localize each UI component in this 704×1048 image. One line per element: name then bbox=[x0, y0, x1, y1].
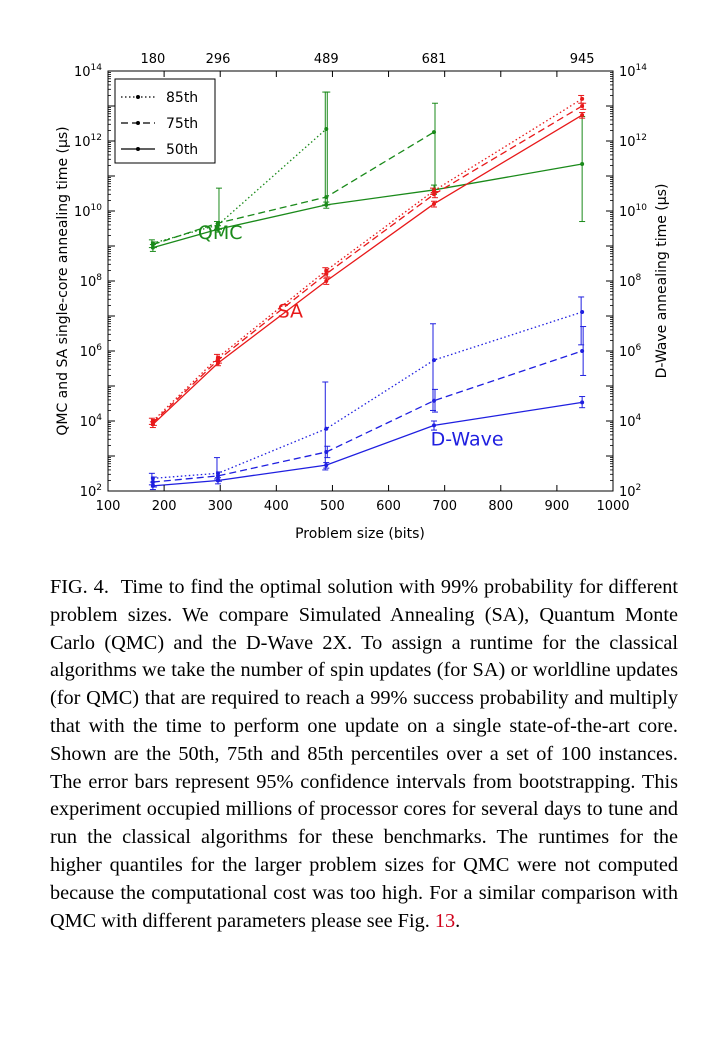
top-tick-label: 681 bbox=[422, 52, 447, 67]
x-tick-label: 600 bbox=[376, 499, 401, 514]
data-point bbox=[580, 104, 585, 108]
series-label-d-wave: D-Wave bbox=[431, 428, 504, 450]
y-tick-label-right: 108 bbox=[619, 273, 642, 290]
data-point bbox=[580, 113, 585, 118]
y-tick-label-left: 1012 bbox=[74, 133, 102, 150]
caption-text: Time to find the optimal solution with 9… bbox=[50, 576, 678, 932]
x-tick-label: 700 bbox=[432, 499, 457, 514]
legend-marker bbox=[136, 121, 140, 125]
legend-label-75th: 75th bbox=[166, 116, 198, 132]
data-point bbox=[215, 361, 220, 366]
series-d-wave-50th bbox=[149, 396, 586, 491]
top-tick-label: 296 bbox=[206, 52, 231, 67]
data-point bbox=[580, 349, 585, 353]
x-tick-label: 300 bbox=[208, 499, 233, 514]
series-line bbox=[152, 98, 583, 422]
legend-label-85th: 85th bbox=[166, 90, 198, 106]
legend-box bbox=[114, 78, 216, 164]
series-line bbox=[152, 105, 583, 424]
series-label-sa: SA bbox=[278, 301, 303, 323]
data-point bbox=[432, 423, 437, 428]
right-y-axis-title: D-Wave annealing time (μs) bbox=[654, 184, 670, 379]
data-point bbox=[432, 358, 437, 363]
data-point bbox=[580, 310, 585, 315]
x-tick-label: 1000 bbox=[596, 499, 629, 514]
series-line bbox=[152, 114, 583, 425]
data-point bbox=[324, 463, 329, 468]
top-tick-label: 180 bbox=[140, 52, 165, 67]
data-point bbox=[580, 400, 585, 405]
x-tick-label: 100 bbox=[96, 499, 121, 514]
figure: 100 200 300 400 500 600 700 800 900 1000 180 296 489… bbox=[55, 52, 670, 542]
data-point bbox=[432, 201, 437, 206]
y-tick-label-left: 102 bbox=[80, 483, 102, 500]
series-d-wave-75th bbox=[150, 326, 587, 488]
data-point bbox=[432, 398, 437, 403]
y-tick-label-right: 1012 bbox=[619, 133, 647, 150]
data-point bbox=[324, 426, 329, 431]
x-tick-label: 200 bbox=[152, 499, 177, 514]
legend: 85th 75th 50th bbox=[114, 78, 216, 164]
y-tick-label-left: 1014 bbox=[74, 63, 102, 80]
y-tick-label-left: 104 bbox=[80, 413, 103, 430]
data-point bbox=[580, 162, 585, 167]
y-tick-label-right: 102 bbox=[619, 483, 641, 500]
y-tick-label-left: 108 bbox=[80, 273, 103, 290]
series-label-qmc: QMC bbox=[198, 222, 243, 244]
series-d-wave-85th bbox=[148, 296, 585, 486]
data-point bbox=[150, 422, 155, 427]
series-line bbox=[152, 128, 327, 244]
data-point bbox=[432, 130, 437, 135]
y-tick-label-left: 1010 bbox=[74, 203, 102, 220]
data-point bbox=[215, 473, 220, 478]
data-point bbox=[580, 96, 585, 101]
series-line bbox=[152, 131, 435, 246]
legend-label-50th: 50th bbox=[166, 142, 198, 158]
data-point bbox=[324, 279, 329, 283]
data-point bbox=[150, 483, 155, 488]
data-point bbox=[324, 202, 329, 207]
data-point bbox=[215, 221, 220, 226]
legend-marker bbox=[136, 95, 140, 99]
series-sa-50th bbox=[149, 112, 586, 429]
top-tick-label: 489 bbox=[314, 52, 339, 67]
y-tick-label-right: 106 bbox=[619, 343, 642, 360]
data-point bbox=[150, 245, 155, 250]
series-line bbox=[152, 311, 583, 479]
x-tick-label: 400 bbox=[264, 499, 289, 514]
data-point bbox=[215, 478, 220, 483]
chart: 100 200 300 400 500 600 700 800 900 1000 180 296 489… bbox=[55, 52, 670, 542]
legend-marker bbox=[136, 147, 140, 151]
data-point bbox=[324, 195, 329, 200]
data-point bbox=[324, 450, 329, 455]
figure-caption: FIG. 4. Time to find the optimal solutio… bbox=[50, 574, 678, 935]
x-axis-title: Problem size (bits) bbox=[295, 526, 425, 542]
top-tick-label: 945 bbox=[570, 52, 595, 67]
caption-end: . bbox=[455, 909, 461, 932]
figure-reference-link[interactable]: 13 bbox=[434, 909, 456, 932]
x-tick-label: 900 bbox=[544, 499, 569, 514]
data-point bbox=[215, 227, 220, 232]
series-qmc-75th bbox=[150, 91, 439, 249]
x-tick-label: 500 bbox=[320, 499, 345, 514]
caption-label: FIG. 4. bbox=[50, 576, 109, 598]
y-tick-label-right: 1010 bbox=[619, 203, 647, 220]
x-tick-label: 800 bbox=[488, 499, 513, 514]
y-tick-label-left: 106 bbox=[80, 343, 103, 360]
y-tick-label-right: 104 bbox=[619, 413, 642, 430]
data-point bbox=[432, 192, 437, 197]
y-tick-label-right: 1014 bbox=[619, 63, 647, 80]
data-point bbox=[324, 271, 329, 276]
left-y-axis-title: QMC and SA single-core annealing time (μ… bbox=[55, 126, 71, 435]
